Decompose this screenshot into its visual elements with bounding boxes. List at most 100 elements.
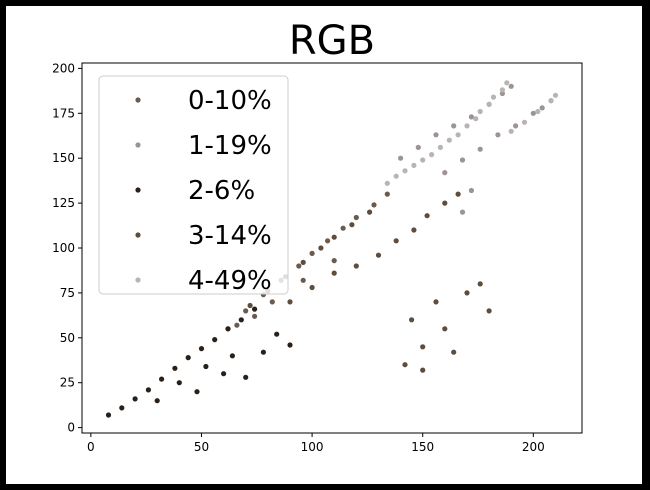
data-point-series-3-0 [247, 302, 253, 309]
data-point-series-4-4 [455, 132, 461, 138]
data-point-series-2-15 [260, 349, 266, 355]
data-point-series-0-14 [252, 313, 258, 319]
data-point-series-1-1 [415, 144, 421, 150]
data-point-series-3-7 [367, 209, 373, 215]
data-point-series-2-6 [185, 355, 191, 361]
data-point-series-4-11 [464, 123, 470, 129]
data-point-series-4-15 [393, 173, 399, 179]
data-point-series-1-4 [468, 114, 474, 120]
data-point-series-2-11 [252, 306, 258, 312]
data-point-series-2-14 [229, 353, 235, 359]
data-point-series-3-24 [477, 281, 483, 287]
data-point-series-2-3 [145, 387, 151, 393]
data-point-series-3-15 [424, 213, 430, 219]
data-point-series-1-8 [442, 170, 448, 176]
data-point-series-4-5 [473, 116, 479, 122]
data-point-series-0-4 [296, 263, 302, 269]
x-tick-label-2: 100 [301, 440, 324, 454]
legend-marker-3 [135, 232, 141, 238]
data-point-series-0-15 [234, 322, 240, 328]
legend-label-4: 4-49% [188, 266, 272, 296]
data-point-series-4-12 [446, 137, 452, 143]
data-point-series-1-9 [459, 157, 466, 163]
data-point-series-4-3 [437, 144, 443, 150]
data-point-series-3-22 [486, 308, 492, 314]
y-tick-label-8: 200 [52, 61, 75, 75]
data-point-series-3-20 [442, 326, 448, 332]
data-point-series-0-1 [243, 308, 249, 314]
y-tick-label-0: 0 [67, 421, 75, 435]
data-point-series-4-2 [420, 157, 426, 163]
data-point-series-2-13 [203, 363, 209, 370]
data-point-series-0-8 [353, 214, 359, 221]
legend-marker-1 [135, 142, 141, 148]
data-point-series-4-16 [508, 128, 514, 134]
legend-label-1: 1-19% [188, 131, 272, 161]
data-point-series-3-12 [375, 252, 382, 258]
y-tick-label-4: 100 [52, 241, 75, 255]
y-tick-label-3: 75 [60, 286, 75, 300]
y-tick-label-2: 50 [60, 331, 75, 345]
data-point-series-1-10 [477, 146, 483, 152]
legend-marker-0 [135, 97, 141, 103]
data-point-series-4-0 [384, 180, 390, 186]
data-point-series-4-20 [552, 92, 559, 98]
data-point-series-3-26 [420, 367, 426, 373]
data-point-series-3-11 [353, 263, 359, 269]
data-point-series-3-25 [402, 362, 408, 368]
data-point-series-3-4 [318, 245, 324, 251]
legend-label-3: 3-14% [188, 221, 272, 251]
data-point-series-3-13 [393, 238, 399, 244]
data-point-series-3-8 [287, 299, 293, 305]
data-point-series-2-19 [194, 389, 200, 395]
data-point-series-0-9 [371, 202, 377, 208]
data-point-series-2-18 [243, 374, 249, 380]
data-point-series-1-3 [451, 123, 457, 129]
data-point-series-2-21 [274, 331, 280, 337]
x-tick-label-4: 200 [522, 440, 545, 454]
data-point-series-3-5 [331, 234, 337, 240]
data-point-series-4-7 [499, 87, 505, 93]
figure-frame: RGB 0 50 100 150 200 0 25 50 75 100 125 150 175 200 … [6, 6, 642, 484]
data-point-series-2-7 [198, 346, 205, 352]
data-point-series-0-11 [331, 258, 337, 264]
data-point-series-2-9 [225, 326, 231, 332]
data-point-series-0-13 [269, 299, 275, 305]
data-point-series-2-16 [287, 342, 293, 348]
data-point-series-1-2 [433, 132, 439, 138]
data-point-series-0-7 [340, 225, 346, 231]
data-point-series-0-10 [384, 191, 390, 197]
data-point-series-4-6 [486, 101, 492, 107]
y-tick-label-7: 175 [52, 106, 75, 120]
data-point-series-1-0 [398, 155, 404, 161]
data-point-series-1-6 [499, 90, 505, 97]
data-point-series-2-2 [132, 396, 138, 402]
legend-label-0: 0-10% [188, 86, 272, 116]
data-point-series-1-7 [508, 83, 514, 89]
data-point-series-3-17 [455, 191, 461, 197]
legend-box [98, 75, 289, 295]
data-point-series-4-13 [429, 152, 435, 158]
data-point-series-3-10 [331, 270, 337, 276]
chart-title: RGB [289, 18, 375, 64]
data-point-series-3-6 [349, 222, 355, 228]
data-point-series-2-17 [221, 371, 227, 377]
data-point-series-2-20 [154, 398, 160, 404]
legend-marker-4 [135, 277, 141, 283]
data-point-series-1-11 [495, 132, 501, 138]
data-point-series-3-9 [309, 284, 315, 291]
data-point-series-3-16 [442, 200, 448, 206]
data-point-series-1-12 [513, 123, 519, 129]
legend: 0-10% 1-19% 2-6% 3-14% 4-49% [98, 75, 289, 296]
legend-marker-2 [135, 187, 141, 193]
data-point-series-3-14 [411, 227, 417, 233]
x-tick-label-3: 150 [411, 440, 434, 454]
data-point-series-2-5 [172, 365, 178, 371]
data-point-series-2-8 [212, 337, 218, 343]
data-point-series-1-15 [539, 105, 545, 111]
data-point-series-4-9 [490, 94, 497, 100]
data-point-series-3-27 [451, 349, 457, 355]
data-point-series-2-1 [119, 405, 125, 411]
scatter-chart: RGB 0 50 100 150 200 0255075100125150175200 … [52, 18, 583, 454]
y-tick-label-6: 150 [52, 151, 75, 165]
